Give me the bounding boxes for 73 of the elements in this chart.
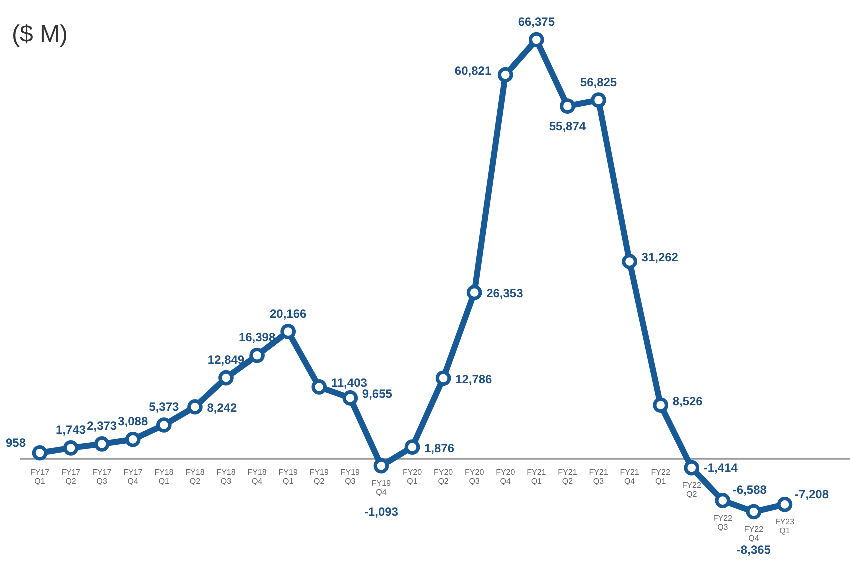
x-tick-label: FY18 Q4 [248, 468, 268, 486]
data-label: 958 [6, 436, 26, 450]
data-label: 12,849 [208, 353, 245, 368]
x-tick-label: FY23 Q1 [775, 518, 796, 536]
point [250, 348, 265, 364]
x-tick-label: FY20 Q1 [402, 468, 423, 486]
x-tick-label: FY17 Q3 [92, 468, 112, 486]
point [63, 440, 79, 456]
point [280, 324, 296, 340]
point [560, 98, 576, 114]
point [156, 418, 172, 433]
x-tick-label: FY21 Q3 [589, 468, 609, 486]
x-tick-label: FY19 Q3 [340, 468, 361, 486]
point [342, 390, 358, 406]
x-tick-label: FY22 Q1 [651, 468, 671, 486]
point [498, 67, 514, 83]
x-tick-label: FY19 Q2 [310, 468, 330, 486]
data-label: 12,786 [456, 372, 493, 386]
point [374, 458, 390, 474]
point [777, 497, 793, 512]
data-label: 26,353 [486, 286, 524, 301]
data-label: 31,262 [642, 250, 679, 265]
point [218, 370, 234, 386]
point [32, 445, 48, 461]
x-tick-label: FY18 Q2 [186, 468, 206, 486]
point [529, 32, 544, 48]
data-label: -1,414 [704, 461, 738, 476]
data-label: 8,526 [672, 394, 704, 408]
x-tick-label: FY21 Q2 [558, 468, 578, 486]
point [591, 92, 606, 108]
point [684, 460, 700, 476]
data-label: -8,365 [736, 543, 772, 557]
point [653, 398, 668, 413]
point [436, 370, 452, 386]
x-tick-label: FY22 Q4 [744, 525, 764, 543]
x-tick-label: FY21 Q4 [620, 468, 640, 486]
point [188, 399, 203, 415]
data-label: 56,825 [580, 75, 618, 90]
x-tick-label: FY20 Q4 [496, 468, 516, 486]
data-label: 8,242 [207, 401, 238, 416]
point [404, 440, 420, 455]
x-tick-label: FY19 Q4 [372, 479, 392, 498]
x-tick-label: FY18 Q1 [154, 468, 174, 486]
x-tick-label: FY17 Q4 [124, 468, 144, 486]
point [715, 493, 731, 508]
data-label: -6,588 [732, 482, 768, 497]
data-label: 3,088 [118, 414, 148, 429]
data-label: -1,093 [364, 505, 399, 520]
data-label: -7,208 [795, 488, 830, 502]
x-tick-label: FY17 Q2 [61, 468, 82, 486]
point [466, 285, 482, 300]
point [622, 254, 638, 270]
point [94, 436, 110, 452]
x-tick-label: FY19 Q1 [278, 468, 298, 486]
data-label: 66,375 [518, 15, 556, 29]
point [312, 380, 328, 395]
x-tick-label: FY18 Q3 [216, 468, 236, 486]
point [125, 432, 141, 448]
data-label: 60,821 [454, 64, 492, 78]
data-label: 20,166 [270, 306, 308, 321]
data-label: 55,874 [549, 119, 586, 134]
x-tick-label: FY21 Q1 [527, 468, 547, 486]
data-label: 5,373 [149, 400, 180, 414]
x-tick-label: FY20 Q3 [465, 468, 485, 486]
x-tick-label: FY22 Q2 [682, 481, 702, 500]
data-label: 2,373 [87, 419, 118, 434]
x-tick-label: FY17 Q1 [30, 468, 50, 486]
chart-title: ($ M) [12, 21, 68, 48]
data-label: 1,876 [424, 441, 455, 456]
point [746, 504, 762, 520]
x-tick-label: FY20 Q2 [434, 468, 454, 486]
x-tick-label: FY22 Q3 [713, 514, 734, 532]
data-label: 1,743 [56, 423, 86, 438]
